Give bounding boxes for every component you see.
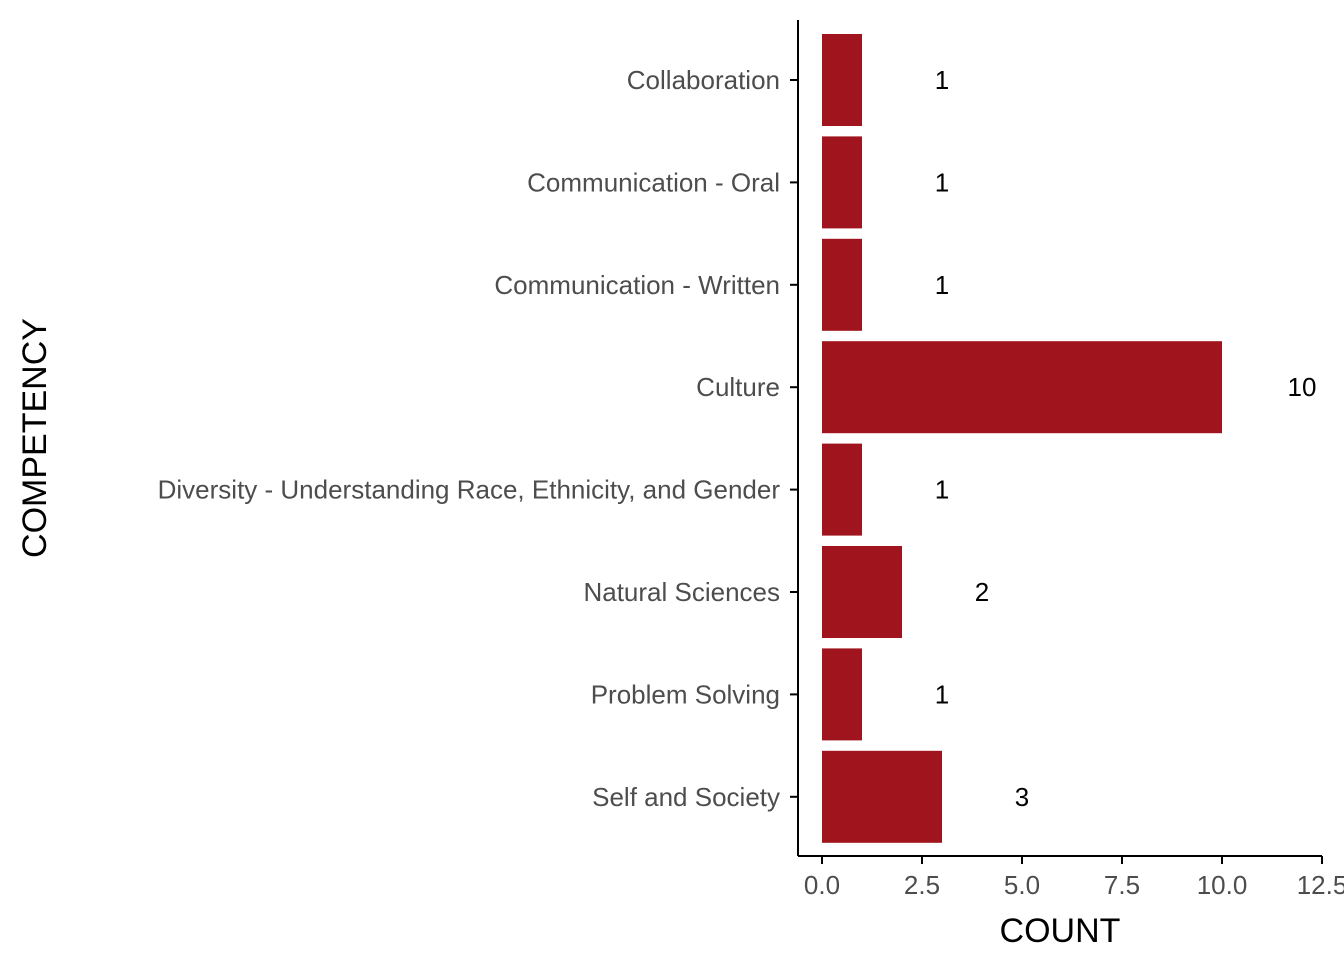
y-tick-label: Diversity - Understanding Race, Ethnicit… bbox=[158, 475, 781, 505]
x-axis: 0.0 2.5 5.0 7.5 10.0 12.5 bbox=[798, 855, 1344, 900]
bar bbox=[822, 750, 942, 843]
data-label: 1 bbox=[935, 65, 949, 95]
data-label: 10 bbox=[1288, 372, 1317, 402]
data-label: 2 bbox=[975, 577, 989, 607]
y-axis: Collaboration Communication - Oral Communi… bbox=[158, 20, 799, 856]
x-axis-title: COUNT bbox=[1000, 912, 1121, 950]
bar bbox=[822, 34, 862, 126]
x-tick-label: 12.5 bbox=[1297, 870, 1344, 900]
y-tick-label: Self and Society bbox=[592, 782, 780, 812]
bar bbox=[822, 443, 862, 536]
x-tick-label: 0.0 bbox=[804, 870, 840, 900]
y-tick-label: Problem Solving bbox=[591, 679, 780, 709]
y-tick-label: Communication - Oral bbox=[527, 167, 780, 197]
bar bbox=[822, 546, 902, 638]
x-tick-label: 2.5 bbox=[904, 870, 940, 900]
bar bbox=[822, 648, 862, 741]
y-tick-label: Natural Sciences bbox=[583, 577, 780, 607]
data-label: 3 bbox=[1015, 782, 1029, 812]
x-tick-label: 7.5 bbox=[1104, 870, 1140, 900]
y-axis-title: COMPETENCY bbox=[16, 318, 54, 558]
bars-group bbox=[822, 34, 1222, 843]
y-tick-label: Culture bbox=[696, 372, 780, 402]
bar bbox=[822, 136, 862, 229]
y-tick-label: Communication - Written bbox=[494, 270, 780, 300]
data-label: 1 bbox=[935, 475, 949, 505]
data-label: 1 bbox=[935, 270, 949, 300]
data-label: 1 bbox=[935, 167, 949, 197]
bar bbox=[822, 341, 1222, 434]
x-tick-label: 10.0 bbox=[1197, 870, 1248, 900]
x-tick-label: 5.0 bbox=[1004, 870, 1040, 900]
data-labels-group: 1 1 1 10 1 2 1 3 bbox=[935, 65, 1317, 812]
y-tick-label: Collaboration bbox=[627, 65, 780, 95]
data-label: 1 bbox=[935, 679, 949, 709]
bar bbox=[822, 238, 862, 331]
